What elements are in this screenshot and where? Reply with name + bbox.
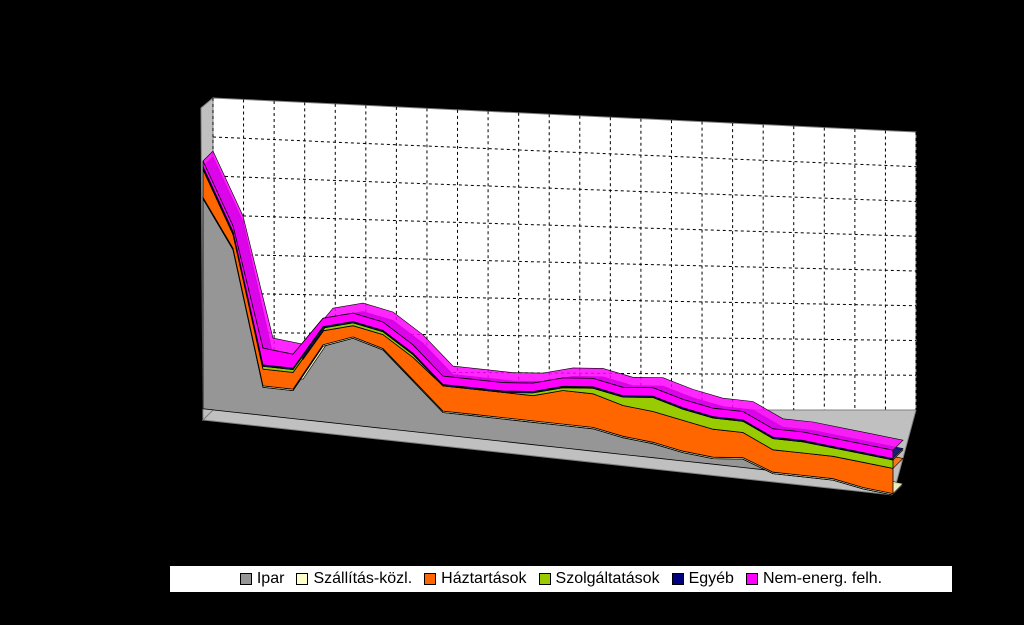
series-area-5: [202, 160, 894, 460]
legend: Ipar Szállítás-közl. Háztartások Szolgáltat…: [170, 566, 952, 592]
legend-swatch: [296, 573, 309, 585]
legend-label: Ipar: [256, 570, 285, 587]
legend-item: Egyéb: [671, 570, 734, 588]
legend-label: Egyéb: [688, 570, 734, 587]
legend-label: Nem-energ. felh.: [762, 570, 883, 587]
legend-label: Szállítás-közl.: [313, 570, 413, 587]
legend-item: Háztartások: [424, 570, 527, 588]
legend-item: Nem-energ. felh.: [745, 570, 883, 588]
legend-swatch: [538, 573, 551, 585]
legend-label: Szolgáltatások: [555, 570, 660, 587]
legend-swatch: [671, 573, 684, 585]
legend-item: Ipar: [239, 570, 285, 588]
legend-item: Szállítás-közl.: [296, 570, 412, 588]
legend-item: Szolgáltatások: [538, 570, 660, 588]
legend-label: Háztartások: [441, 570, 527, 587]
legend-swatch: [745, 573, 758, 585]
legend-swatch: [424, 573, 437, 585]
legend-swatch: [239, 573, 252, 585]
